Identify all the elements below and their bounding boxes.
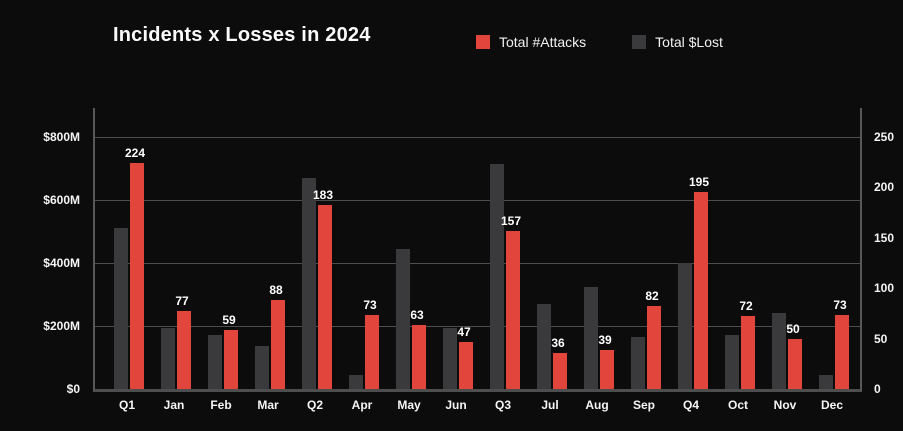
lost-bar[interactable] (114, 228, 128, 389)
bar-value-label: 88 (269, 283, 283, 297)
lost-bar[interactable] (302, 178, 316, 389)
lost-bar[interactable] (584, 287, 598, 389)
bar-value-label: 73 (833, 298, 847, 312)
bar-value-label: 50 (786, 322, 800, 336)
x-axis-tick-label: Aug (585, 398, 609, 412)
left-axis-tick-label: $200M (43, 319, 80, 333)
right-axis-tick-label: 50 (874, 331, 888, 346)
x-axis-tick-label: Q1 (118, 398, 135, 412)
attacks-bar[interactable] (694, 192, 708, 389)
gridline (95, 326, 860, 327)
bar-value-label: 47 (457, 325, 471, 339)
attacks-bar[interactable] (553, 353, 567, 389)
attacks-bar[interactable] (788, 339, 802, 389)
attacks-bar[interactable] (271, 300, 285, 389)
gridline (95, 200, 860, 201)
lost-bar[interactable] (349, 375, 363, 389)
x-axis-tick-label: May (397, 398, 421, 412)
attacks-bar[interactable] (506, 231, 520, 389)
gridline (95, 263, 860, 264)
lost-bar[interactable] (208, 335, 222, 389)
legend-item-attacks[interactable]: Total #Attacks (476, 34, 586, 50)
lost-bar[interactable] (161, 328, 175, 389)
lost-bar[interactable] (725, 335, 739, 389)
legend-label-attacks: Total #Attacks (499, 34, 587, 50)
x-axis-tick-label: Jun (445, 398, 467, 412)
x-axis-tick-label: Feb (210, 398, 232, 412)
bar-value-label: 183 (312, 188, 334, 202)
bar-value-label: 77 (175, 294, 189, 308)
x-axis-tick-label: Apr (351, 398, 373, 412)
lost-bar[interactable] (631, 337, 645, 389)
bar-value-label: 157 (500, 214, 522, 228)
attacks-bar[interactable] (130, 163, 144, 389)
attacks-bar[interactable] (365, 315, 379, 389)
bar-value-label: 73 (363, 298, 377, 312)
legend-item-lost[interactable]: Total $Lost (632, 34, 723, 50)
right-axis-tick-label: 200 (874, 180, 895, 195)
attacks-bar[interactable] (318, 205, 332, 389)
x-axis-tick-label: Q3 (494, 398, 511, 412)
left-axis-tick-label: $400M (43, 256, 80, 270)
attacks-bar[interactable] (177, 311, 191, 389)
x-axis-tick-label: Q2 (306, 398, 323, 412)
x-axis-tick-label: Oct (727, 398, 748, 412)
x-axis-tick-label: Nov (773, 398, 797, 412)
lost-bar[interactable] (490, 164, 504, 389)
legend-label-lost: Total $Lost (655, 34, 723, 50)
bar-value-label: 224 (124, 146, 146, 160)
plot-area (93, 108, 862, 392)
bar-value-label: 39 (598, 333, 612, 347)
gridline (95, 137, 860, 138)
attacks-bar[interactable] (412, 325, 426, 389)
lost-bar[interactable] (443, 328, 457, 389)
attacks-bar[interactable] (741, 316, 755, 389)
lost-bar[interactable] (396, 249, 410, 389)
x-axis-tick-label: Jan (163, 398, 185, 412)
right-axis-tick-label: 0 (874, 382, 881, 396)
x-axis-tick-label: Dec (820, 398, 843, 412)
right-axis-tick-label: 150 (874, 230, 895, 245)
bar-value-label: 82 (645, 289, 659, 303)
lost-bar[interactable] (819, 375, 833, 389)
lost-bar[interactable] (772, 313, 786, 389)
left-axis-tick-label: $800M (43, 130, 80, 144)
attacks-bar[interactable] (459, 342, 473, 389)
attacks-bar[interactable] (647, 306, 661, 389)
chart-title: Incidents x Losses in 2024 (113, 24, 371, 46)
left-axis-tick-label: $600M (43, 193, 80, 207)
lost-bar[interactable] (255, 346, 269, 389)
x-axis-tick-label: Mar (257, 398, 279, 412)
left-axis-tick-label: $0 (66, 382, 80, 396)
bar-value-label: 59 (222, 313, 236, 327)
x-axis-tick-label: Sep (632, 398, 655, 412)
bar-value-label: 195 (688, 175, 710, 189)
legend: Total #Attacks Total $Lost (476, 34, 723, 50)
attacks-legend-swatch-icon (476, 35, 490, 49)
lost-bar[interactable] (537, 304, 551, 389)
bar-value-label: 63 (410, 308, 424, 322)
right-axis-tick-label: 100 (874, 281, 895, 296)
x-axis-tick-label: Jul (541, 398, 559, 412)
x-axis-tick-label: Q4 (682, 398, 699, 412)
right-axis-tick-label: 250 (874, 130, 895, 144)
lost-bar[interactable] (678, 263, 692, 389)
bar-value-label: 72 (739, 299, 753, 313)
attacks-bar[interactable] (224, 330, 238, 389)
attacks-bar[interactable] (835, 315, 849, 389)
bar-value-label: 36 (551, 336, 565, 350)
attacks-bar[interactable] (600, 350, 614, 389)
lost-legend-swatch-icon (632, 35, 647, 49)
